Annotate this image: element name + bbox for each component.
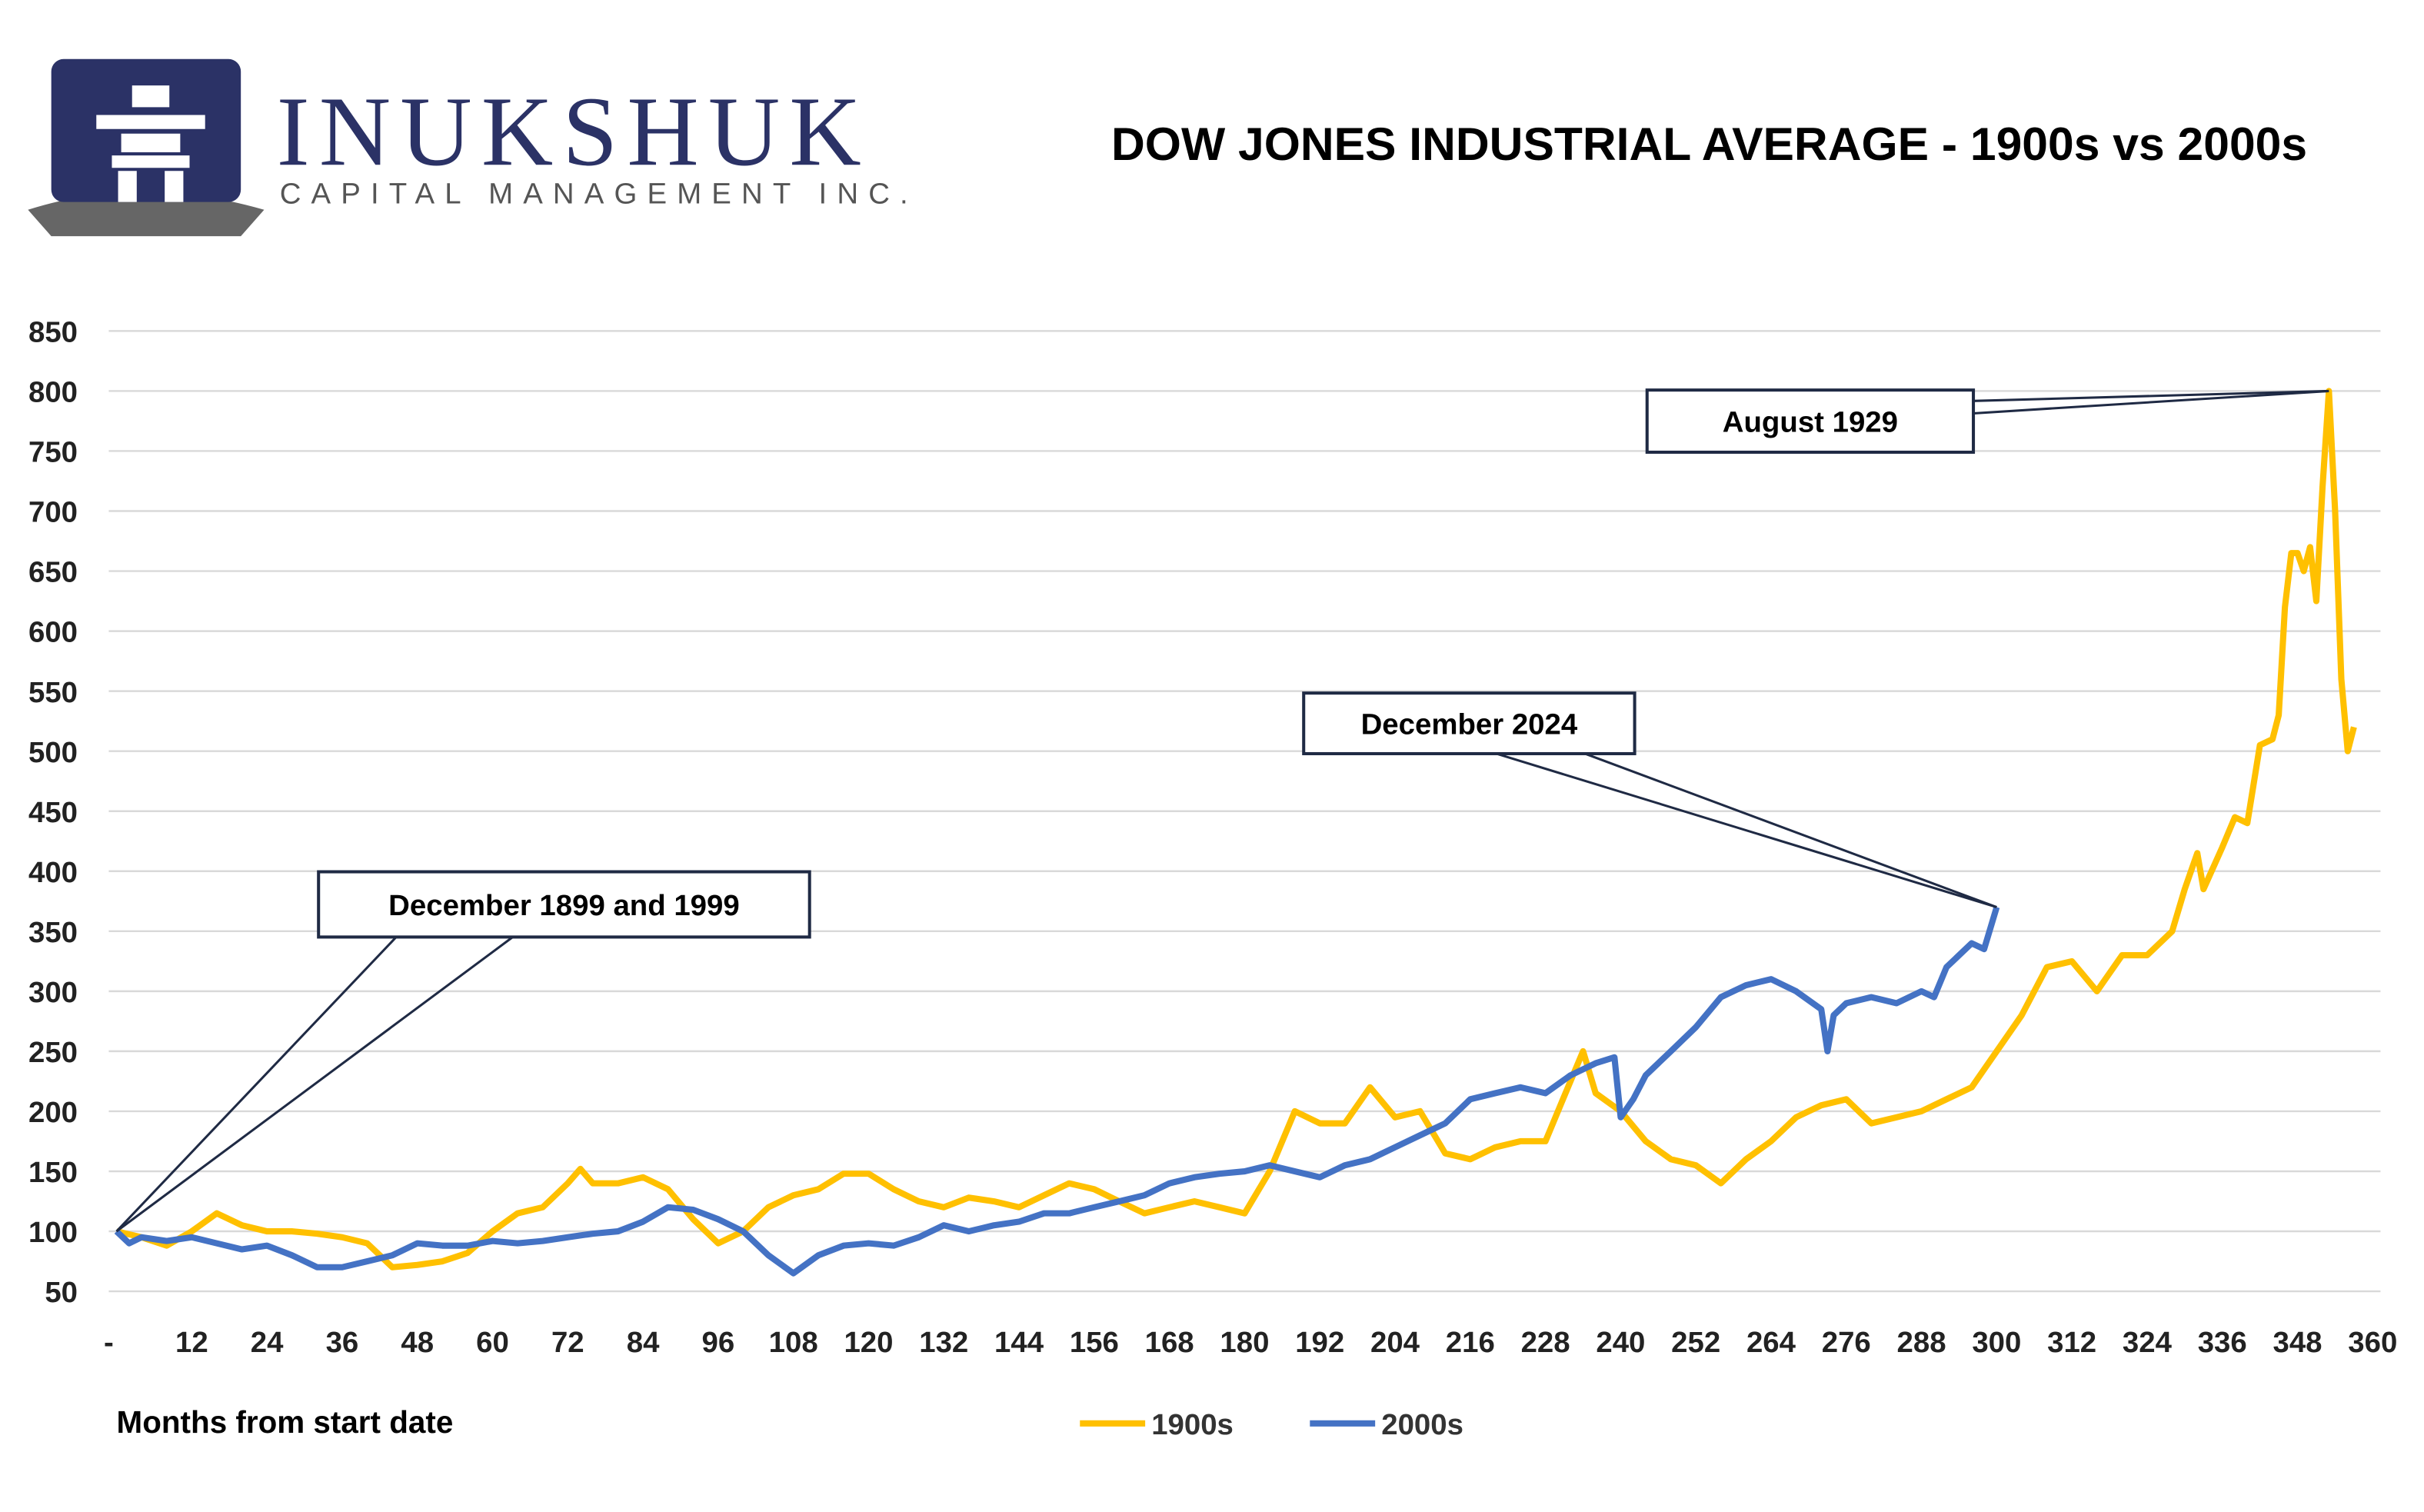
callout-line	[115, 936, 398, 1233]
x-tick-label: 312	[2047, 1326, 2096, 1359]
annotation: December 1899 and 1999	[388, 889, 740, 922]
x-tick-label: 72	[551, 1326, 584, 1359]
tagline: CAPITAL MANAGEMENT INC.	[280, 178, 918, 211]
x-tick-label: 240	[1596, 1326, 1645, 1359]
y-tick-label: 400	[28, 856, 78, 889]
x-tick-label: 168	[1145, 1326, 1194, 1359]
y-tick-label: 550	[28, 676, 78, 709]
logo-figure	[96, 85, 205, 202]
y-tick-label: 800	[28, 376, 78, 409]
y-tick-label: 250	[28, 1036, 78, 1069]
x-tick-label: 288	[1897, 1326, 1946, 1359]
x-tick-label: 12	[175, 1326, 208, 1359]
callout-line	[1496, 752, 1997, 909]
x-tick-label: 120	[844, 1326, 893, 1359]
x-tick-label: -	[104, 1326, 114, 1359]
y-tick-label: 100	[28, 1216, 78, 1249]
x-tick-label: 96	[702, 1326, 735, 1359]
y-tick-label: 500	[28, 736, 78, 769]
x-tick-label: 36	[326, 1326, 359, 1359]
logo-box	[51, 58, 241, 202]
callout-box	[1302, 691, 1637, 755]
callout-line	[1973, 389, 2329, 415]
series-line	[115, 388, 2357, 1271]
x-tick-label: 360	[2348, 1326, 2397, 1359]
grid: 50 100 150 200 250 300 350 400 450 500 550 600 650 70…	[28, 316, 2397, 1359]
x-tick-label: 48	[401, 1326, 434, 1359]
x-axis-label: Months from start date	[117, 1404, 454, 1440]
x-tick-label: 348	[2273, 1326, 2322, 1359]
x-tick-label: 24	[251, 1326, 284, 1359]
x-tick-label: 192	[1295, 1326, 1344, 1359]
x-tick-label: 228	[1521, 1326, 1570, 1359]
legend: 1900s 2000s	[1080, 1408, 1463, 1441]
y-tick-label: 850	[28, 316, 78, 349]
x-tick-label: 252	[1671, 1326, 1720, 1359]
callout-line	[115, 936, 514, 1233]
x-tick-label: 84	[627, 1326, 660, 1359]
x-tick-label: 108	[769, 1326, 818, 1359]
y-tick-label: 200	[28, 1096, 78, 1129]
y-tick-label: 300	[28, 976, 78, 1009]
y-tick-label: 150	[28, 1156, 78, 1189]
annotation: August 1929	[1723, 406, 1898, 439]
y-tick-label: 450	[28, 796, 78, 829]
callout-line	[1973, 389, 2329, 402]
y-tick-label: 750	[28, 436, 78, 469]
x-tick-label: 216	[1446, 1326, 1495, 1359]
x-tick-label: 144	[994, 1326, 1044, 1359]
x-tick-label: 300	[1972, 1326, 2021, 1359]
x-tick-label: 132	[919, 1326, 968, 1359]
chart-title: DOW JONES INDUSTRIAL AVERAGE - 1900s vs …	[1111, 118, 2307, 170]
x-tick-label: 264	[1746, 1326, 1796, 1359]
logo-ground	[28, 191, 265, 237]
logo: INUKSHUK CAPITAL MANAGEMENT INC.	[28, 58, 918, 237]
callout-line	[1584, 752, 1997, 909]
y-tick-label: 650	[28, 556, 78, 589]
y-tick-label: 350	[28, 916, 78, 949]
lines	[114, 388, 2357, 1277]
x-tick-label: 336	[2198, 1326, 2247, 1359]
callout-box	[1645, 388, 1976, 455]
callout-box	[317, 870, 811, 939]
x-tick-label: 180	[1220, 1326, 1269, 1359]
annotation: December 2024	[1361, 708, 1578, 741]
legend-label: 1900s	[1151, 1408, 1234, 1441]
x-tick-label: 324	[2123, 1326, 2173, 1359]
x-tick-label: 276	[1822, 1326, 1871, 1359]
brand: INUKSHUK	[277, 76, 871, 186]
series-line	[114, 906, 2000, 1277]
y-tick-label: 600	[28, 616, 78, 649]
y-tick-label: 700	[28, 496, 78, 529]
annotations: December 1899 and 1999 December 2024 Augus…	[115, 388, 2329, 1233]
y-tick-label: 50	[45, 1276, 78, 1309]
x-tick-label: 204	[1370, 1326, 1420, 1359]
x-tick-label: 60	[476, 1326, 509, 1359]
x-tick-label: 156	[1070, 1326, 1119, 1359]
legend-label: 2000s	[1381, 1408, 1463, 1441]
